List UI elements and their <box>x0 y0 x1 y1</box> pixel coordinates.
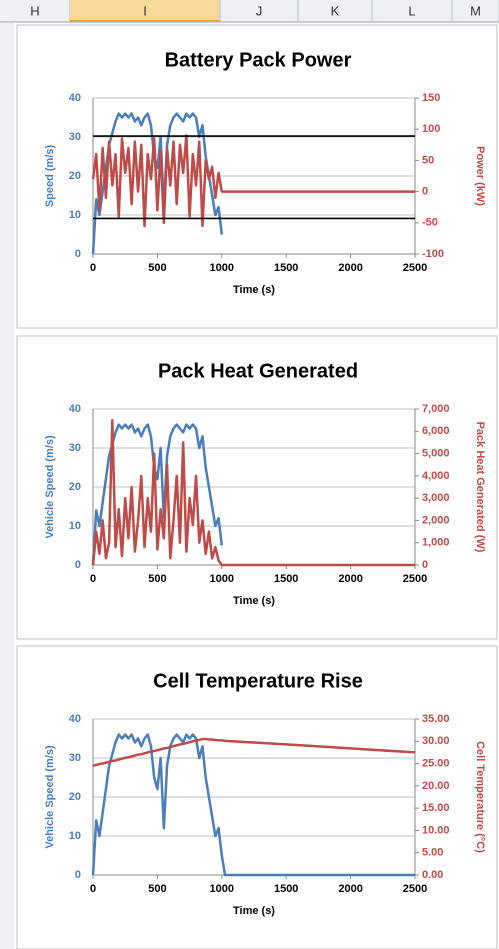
y2-tick-label: 50 <box>422 154 434 166</box>
x-tick-label: 2500 <box>403 262 427 274</box>
x-tick-label: 1500 <box>274 573 298 585</box>
x-tick-label: 2000 <box>338 573 362 585</box>
y-axis-title: Vehicle Speed (m/s) <box>44 745 56 849</box>
y2-axis-title: Pack Heat Generated (W) <box>474 422 486 553</box>
y2-tick-label: 2,000 <box>422 514 450 526</box>
x-axis-title: Time (s) <box>233 905 275 917</box>
series-line <box>92 737 416 768</box>
y2-tick-label: 35.00 <box>422 713 450 725</box>
y-tick-label: 30 <box>69 442 81 454</box>
x-tick-label: 0 <box>90 262 96 274</box>
y2-tick-label: 30.00 <box>422 735 450 747</box>
y2-tick-label: 20.00 <box>422 780 450 792</box>
row-header-strip <box>0 23 14 949</box>
x-tick-label: 1500 <box>274 262 298 274</box>
chart-title: Cell Temperature Rise <box>153 670 363 692</box>
y2-tick-label: 1,000 <box>422 537 450 549</box>
series-line <box>91 418 415 567</box>
x-tick-label: 500 <box>148 262 166 274</box>
y-axis-title: Speed (m/s) <box>44 144 56 207</box>
column-header: J <box>256 3 263 18</box>
column-header: I <box>143 3 147 18</box>
y-tick-label: 30 <box>69 131 81 143</box>
y-tick-label: 20 <box>69 481 81 493</box>
y2-tick-label: 7,000 <box>422 403 450 415</box>
x-tick-label: 2500 <box>403 883 427 895</box>
x-tick-label: 2000 <box>338 883 362 895</box>
y2-tick-label: 6,000 <box>422 425 450 437</box>
y2-tick-label: 100 <box>422 123 440 135</box>
x-axis-title: Time (s) <box>233 595 275 607</box>
x-tick-label: 1500 <box>274 883 298 895</box>
y2-tick-label: 10.00 <box>422 824 450 836</box>
y2-axis-title: Cell Temperature (°C) <box>474 741 486 853</box>
x-tick-label: 1000 <box>210 573 234 585</box>
x-tick-label: 0 <box>90 883 96 895</box>
x-tick-label: 0 <box>90 573 96 585</box>
y2-tick-label: 0 <box>422 186 428 198</box>
x-tick-label: 2000 <box>338 262 362 274</box>
y-tick-label: 10 <box>69 209 81 221</box>
x-tick-label: 2500 <box>403 573 427 585</box>
x-tick-label: 1000 <box>210 883 234 895</box>
y-tick-label: 30 <box>69 752 81 764</box>
y2-tick-label: 150 <box>422 92 440 104</box>
chart-title: Battery Pack Power <box>165 49 352 71</box>
y2-tick-label: 5,000 <box>422 447 450 459</box>
series-line <box>91 733 415 877</box>
y2-tick-label: 4,000 <box>422 470 450 482</box>
y2-axis-title: Power (kW) <box>474 146 486 206</box>
series-line <box>91 112 224 255</box>
y2-tick-label: -100 <box>422 248 444 260</box>
y-tick-label: 20 <box>69 170 81 182</box>
y-tick-label: 10 <box>69 520 81 532</box>
selected-column-header <box>70 0 220 22</box>
chart-title: Pack Heat Generated <box>158 360 358 382</box>
y2-tick-label: 0.00 <box>422 869 443 881</box>
y2-tick-label: 25.00 <box>422 757 450 769</box>
x-tick-label: 1000 <box>210 262 234 274</box>
y2-tick-label: 3,000 <box>422 492 450 504</box>
y-axis-title: Vehicle Speed (m/s) <box>44 435 56 539</box>
x-tick-label: 500 <box>148 883 166 895</box>
series-line <box>91 134 415 228</box>
column-header: M <box>470 3 481 18</box>
series-line <box>91 423 224 566</box>
y2-tick-label: 15.00 <box>422 802 450 814</box>
x-axis-title: Time (s) <box>233 284 275 296</box>
column-header: K <box>331 3 340 18</box>
y-tick-label: 10 <box>69 830 81 842</box>
y-tick-label: 40 <box>69 403 81 415</box>
y-tick-label: 40 <box>69 713 81 725</box>
y-tick-label: 0 <box>75 559 81 571</box>
column-header: H <box>30 3 39 18</box>
y-tick-label: 20 <box>69 791 81 803</box>
column-header: L <box>408 3 415 18</box>
y-tick-label: 0 <box>75 869 81 881</box>
y-tick-label: 40 <box>69 92 81 104</box>
y2-tick-label: 0 <box>422 559 428 571</box>
y2-tick-label: -50 <box>422 217 438 229</box>
y2-tick-label: 5.00 <box>422 847 443 859</box>
y-tick-label: 0 <box>75 248 81 260</box>
x-tick-label: 500 <box>148 573 166 585</box>
